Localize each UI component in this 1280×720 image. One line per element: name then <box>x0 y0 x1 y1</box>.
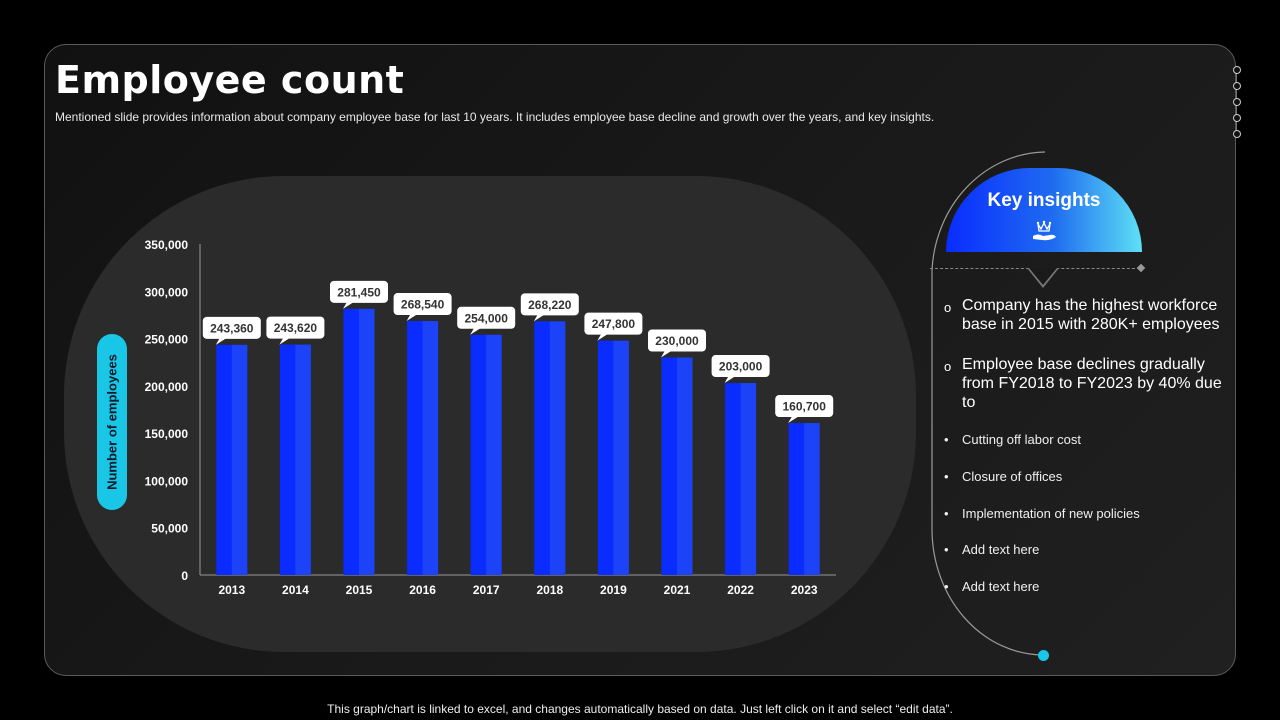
data-label-box <box>584 312 643 335</box>
data-label-box <box>393 293 452 316</box>
data-label: 281,450 <box>337 285 381 299</box>
y-tick-label: 200,000 <box>145 380 189 394</box>
x-tick-label: 2023 <box>791 583 818 597</box>
bar-shade <box>295 344 311 575</box>
x-tick-label: 2014 <box>282 583 309 597</box>
data-label-box <box>457 306 516 329</box>
bar-shade <box>804 423 820 575</box>
reason-item: • Cutting off labor cost <box>944 432 1081 447</box>
data-label-box <box>202 316 261 339</box>
data-label-pointer <box>215 337 227 345</box>
reason-item: • Add text here <box>944 542 1040 557</box>
data-label-pointer <box>788 416 800 424</box>
data-label-pointer <box>470 327 482 335</box>
data-label-pointer <box>343 301 354 309</box>
x-tick-label: 2019 <box>600 583 627 597</box>
data-label-box <box>520 293 579 316</box>
reason-item: • Closure of offices <box>944 469 1063 484</box>
insights-arc <box>931 151 1046 656</box>
data-label: 254,000 <box>465 311 509 325</box>
bar-shade <box>486 334 502 575</box>
data-label: 268,540 <box>401 298 445 312</box>
data-label-pointer <box>279 337 291 345</box>
page-subtitle: Mentioned slide provides information abo… <box>55 110 935 124</box>
x-tick-label: 2022 <box>727 583 754 597</box>
y-tick-label: 300,000 <box>145 285 189 299</box>
data-label-pointer <box>533 314 545 322</box>
decorative-dot <box>1038 650 1049 661</box>
bar-shade <box>422 321 439 575</box>
data-label: 268,220 <box>528 298 572 312</box>
footer-note: This graph/chart is linked to excel, and… <box>327 702 953 716</box>
y-axis-label-pill <box>97 334 127 510</box>
reason-item: • Add text here <box>944 579 1040 594</box>
data-label-pointer <box>406 314 418 322</box>
decorative-dots <box>1233 66 1243 140</box>
x-tick-label: 2016 <box>409 583 436 597</box>
data-label: 203,000 <box>719 360 763 374</box>
data-label-pointer <box>724 376 736 384</box>
bar-shade <box>231 344 248 575</box>
data-label-box <box>648 329 706 352</box>
data-label: 243,360 <box>210 321 254 335</box>
bar-shade <box>677 357 693 575</box>
data-label-pointer <box>661 350 672 358</box>
data-label-box <box>266 316 325 339</box>
hand-crown-icon <box>1033 220 1056 241</box>
x-tick-label: 2021 <box>664 583 691 597</box>
data-label: 160,700 <box>783 400 827 414</box>
data-label-box <box>330 280 388 303</box>
x-tick-label: 2018 <box>536 583 563 597</box>
bar-shade <box>549 321 566 575</box>
page-title: Employee count <box>55 58 405 102</box>
bar-shade <box>613 340 629 575</box>
reason-item: • Implementation of new policies <box>944 506 1140 521</box>
x-tick-label: 2017 <box>473 583 500 597</box>
key-insights-title: Key insights <box>987 190 1101 211</box>
y-tick-label: 100,000 <box>145 474 189 488</box>
y-tick-label: 50,000 <box>151 522 188 536</box>
data-label: 230,000 <box>655 334 699 348</box>
x-tick-label: 2013 <box>218 583 245 597</box>
bar-shade <box>359 308 375 575</box>
y-tick-label: 250,000 <box>145 333 189 347</box>
data-label: 243,620 <box>274 321 318 335</box>
data-label-pointer <box>597 333 609 341</box>
y-tick-label: 350,000 <box>145 238 189 252</box>
bar-shade <box>740 383 757 575</box>
y-tick-label: 0 <box>181 569 188 583</box>
data-label-box <box>711 355 770 378</box>
x-tick-label: 2015 <box>346 583 373 597</box>
data-label: 247,800 <box>592 317 636 331</box>
y-tick-label: 150,000 <box>145 427 189 441</box>
data-label-box <box>775 395 834 418</box>
